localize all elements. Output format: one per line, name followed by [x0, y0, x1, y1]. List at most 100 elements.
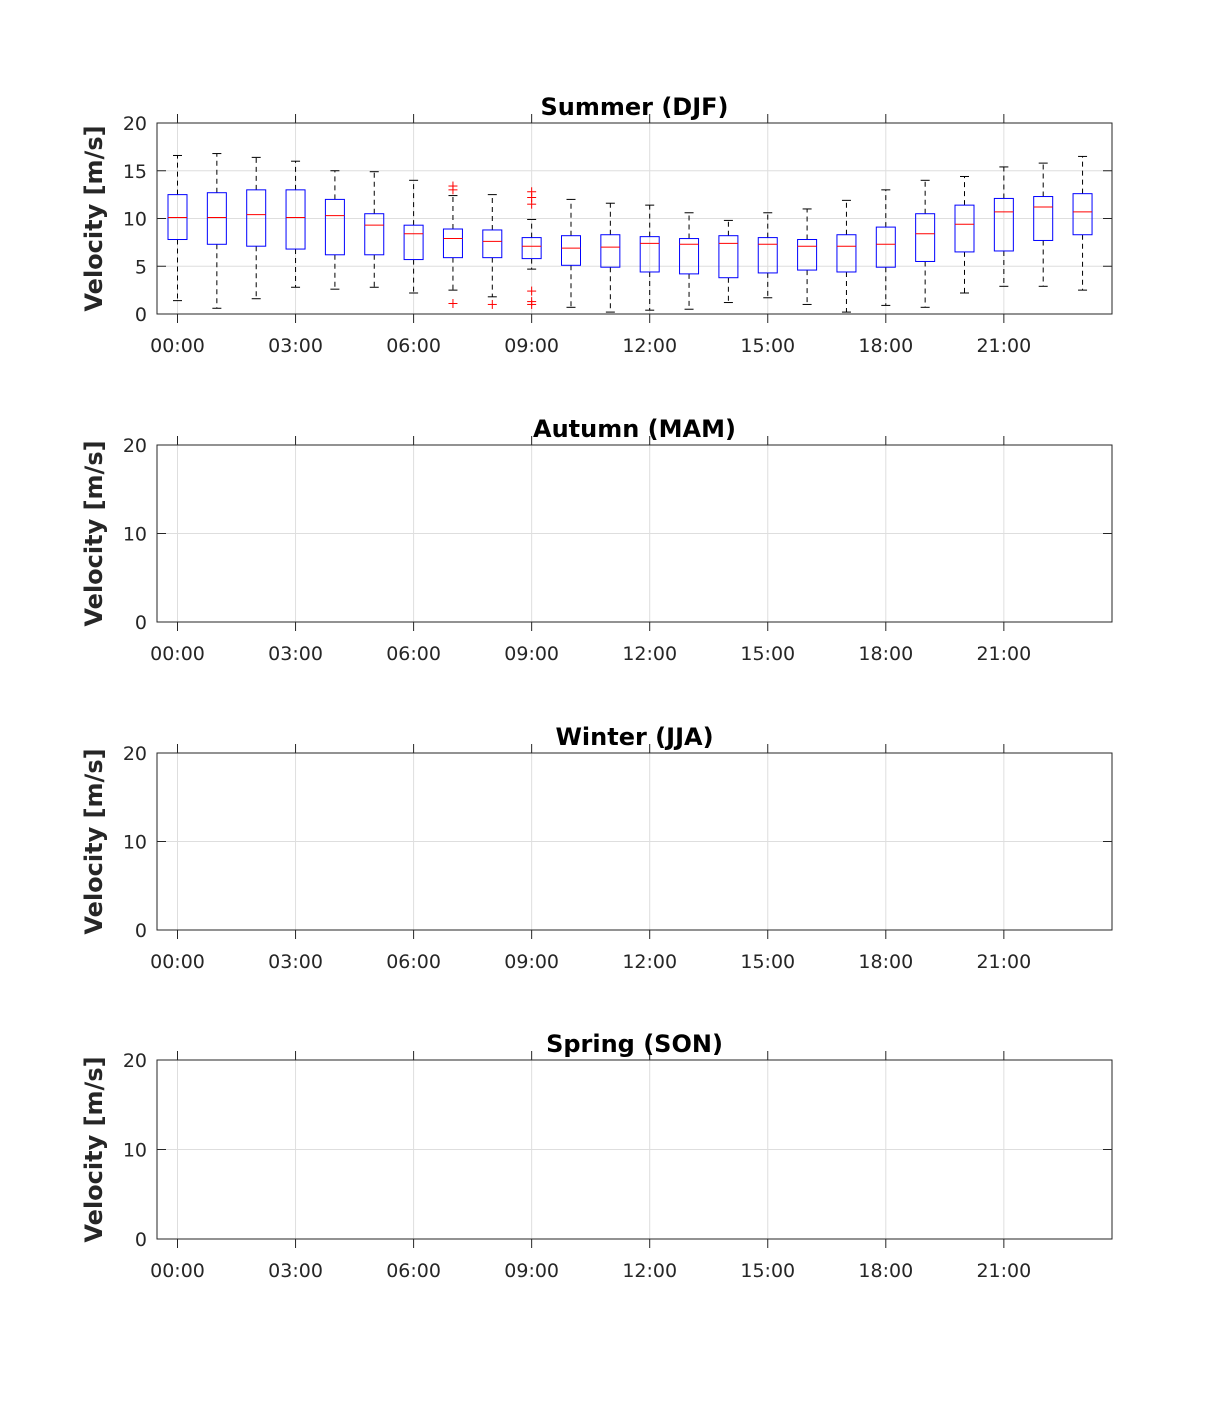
box-iqr: [403, 224, 424, 261]
box-hour-1: [206, 153, 227, 309]
box-iqr: [639, 236, 660, 273]
y-tick-label: 20: [123, 113, 147, 135]
chart-title: Autumn (MAM): [533, 415, 736, 443]
x-tick-label: 06:00: [386, 335, 441, 357]
y-tick-label: 10: [123, 209, 147, 231]
chart-title: Summer (DJF): [540, 93, 728, 121]
box-hour-17: [836, 199, 857, 313]
x-tick-label: 12:00: [622, 1260, 677, 1282]
y-tick-label: 20: [123, 1050, 147, 1072]
y-tick-label: 20: [123, 743, 147, 765]
box-iqr: [915, 213, 936, 262]
box-hour-19: [915, 179, 936, 308]
box-iqr: [679, 238, 700, 275]
box-hour-6: [403, 179, 424, 294]
box-hour-7: [442, 181, 463, 308]
x-tick-label: 18:00: [858, 335, 913, 357]
x-tick-label: 21:00: [976, 951, 1031, 973]
panel-3: 0 10 20 00:00 03:00 06:00 09:00 12:00 15:00 18:00…: [80, 1030, 1113, 1282]
box-iqr: [954, 204, 975, 253]
outlier-marker: [527, 187, 537, 197]
box-hour-11: [600, 202, 621, 313]
box-hour-23: [1072, 155, 1093, 291]
box-hour-9: [521, 187, 542, 309]
panel-0: 0 5 10 15 20 00:00 03:00 06:00 09:00 12:00 15:00 18…: [80, 93, 1113, 357]
x-tick-label: 09:00: [504, 1260, 559, 1282]
x-tick-label: 15:00: [740, 643, 795, 665]
box-iqr: [561, 235, 581, 266]
x-tick-label: 03:00: [268, 1260, 323, 1282]
box-hour-22: [1033, 162, 1054, 287]
x-tick-label: 15:00: [740, 951, 795, 973]
box-iqr: [482, 229, 503, 259]
box-hour-15: [757, 212, 778, 299]
x-tick-label: 00:00: [150, 951, 205, 973]
x-tick-label: 09:00: [504, 643, 559, 665]
box-hour-4: [324, 170, 345, 290]
x-tick-label: 21:00: [976, 643, 1031, 665]
x-tick-label: 18:00: [858, 643, 913, 665]
box-iqr: [836, 234, 857, 273]
box-hour-2: [246, 156, 267, 300]
x-tick-label: 00:00: [150, 643, 205, 665]
y-axis-label: Velocity [m/s]: [80, 125, 108, 311]
outlier-marker: [448, 181, 458, 191]
x-tick-label: 15:00: [740, 1260, 795, 1282]
x-tick-label: 09:00: [504, 335, 559, 357]
box-iqr: [324, 198, 345, 256]
y-tick-label: 0: [135, 304, 147, 326]
x-tick-label: 12:00: [622, 335, 677, 357]
box-iqr: [718, 235, 739, 279]
box-iqr: [1033, 196, 1054, 241]
box-hour-3: [285, 160, 306, 288]
y-axis-label: Velocity [m/s]: [80, 748, 108, 934]
x-tick-label: 06:00: [386, 951, 441, 973]
box-iqr: [875, 226, 896, 268]
x-tick-label: 03:00: [268, 643, 323, 665]
x-tick-label: 21:00: [976, 1260, 1031, 1282]
x-tick-label: 15:00: [740, 335, 795, 357]
y-tick-label: 20: [123, 435, 147, 457]
box-iqr: [285, 189, 306, 250]
box-iqr: [206, 192, 227, 245]
box-hour-21: [993, 166, 1014, 287]
box-iqr: [797, 239, 818, 271]
x-tick-label: 06:00: [386, 643, 441, 665]
box-hour-16: [797, 208, 818, 305]
box-iqr: [757, 237, 778, 274]
box-iqr: [364, 213, 385, 256]
box-iqr: [993, 197, 1014, 252]
x-tick-label: 03:00: [268, 335, 323, 357]
box-iqr: [1072, 193, 1093, 236]
y-tick-label: 10: [123, 832, 147, 854]
x-tick-label: 06:00: [386, 1260, 441, 1282]
y-tick-label: 0: [135, 920, 147, 942]
chart-title: Spring (SON): [546, 1030, 723, 1058]
box-hour-18: [875, 189, 896, 306]
y-tick-label: 10: [123, 1140, 147, 1162]
x-tick-label: 00:00: [150, 335, 205, 357]
y-axis-label: Velocity [m/s]: [80, 1056, 108, 1242]
x-tick-label: 03:00: [268, 951, 323, 973]
x-tick-label: 00:00: [150, 1260, 205, 1282]
box-hour-20: [954, 175, 975, 294]
panel-1: 0 10 20 00:00 03:00 06:00 09:00 12:00 15:00 18:00…: [80, 415, 1113, 665]
y-tick-label: 0: [135, 1229, 147, 1251]
box-iqr: [442, 228, 463, 259]
outlier-marker: [448, 298, 458, 308]
x-tick-label: 18:00: [858, 951, 913, 973]
outlier-marker: [527, 286, 537, 296]
x-tick-label: 09:00: [504, 951, 559, 973]
box-iqr: [600, 234, 621, 268]
y-axis-label: Velocity [m/s]: [80, 440, 108, 626]
panel-2: 0 10 20 00:00 03:00 06:00 09:00 12:00 15:00 18:00…: [80, 723, 1113, 973]
chart-title: Winter (JJA): [555, 723, 713, 751]
box-hour-13: [679, 212, 700, 310]
y-tick-label: 0: [135, 612, 147, 634]
x-tick-label: 21:00: [976, 335, 1031, 357]
box-hour-5: [364, 171, 385, 288]
y-tick-label: 5: [135, 256, 147, 278]
box-hour-8: [482, 194, 503, 309]
y-tick-label: 10: [123, 524, 147, 546]
